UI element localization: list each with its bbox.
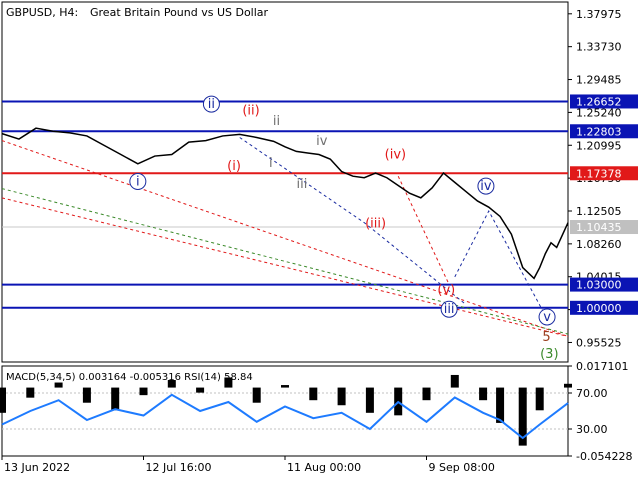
price-y-tick-label: 1.08260 xyxy=(576,238,622,251)
wave-projection-line xyxy=(239,137,467,306)
price-y-tick-label: 1.37975 xyxy=(576,8,622,21)
wave-label: (3) xyxy=(540,347,558,362)
level-price-tag xyxy=(570,94,638,109)
macd-bar xyxy=(535,387,544,411)
rsi-line xyxy=(1,393,569,440)
macd-bar xyxy=(111,387,120,411)
macd-bar xyxy=(365,387,374,413)
indicator-y-tick-label: 0.017101 xyxy=(576,360,629,373)
wave-label: ii xyxy=(273,114,280,129)
price-y-tick-label: 1.25240 xyxy=(576,106,622,119)
wave-label: iv xyxy=(316,134,328,149)
macd-bar xyxy=(309,387,318,401)
wave-label-circle xyxy=(129,172,147,190)
macd-bar xyxy=(0,387,6,413)
macd-bar xyxy=(337,387,346,406)
macd-bar xyxy=(196,387,205,393)
macd-bar xyxy=(281,385,289,388)
macd-bar xyxy=(422,387,431,401)
wave-label: i xyxy=(269,156,273,171)
x-tick-label: 12 Jul 16:00 xyxy=(146,461,212,474)
wave-label: (iii) xyxy=(365,216,386,231)
wave-label: iv xyxy=(480,179,492,194)
chart-description: Great Britain Pound vs US Dollar xyxy=(90,6,269,19)
price-y-tick-label: 1.12505 xyxy=(576,205,622,218)
macd-bar xyxy=(564,383,572,388)
macd-bar xyxy=(82,387,91,403)
price-line xyxy=(1,127,569,280)
macd-bar xyxy=(224,377,233,388)
level-price-label: 1.17378 xyxy=(576,167,622,180)
wave-label: ii xyxy=(208,97,215,112)
wave-label-circle xyxy=(202,95,220,113)
price-y-tick-label: 1.29485 xyxy=(576,74,622,87)
price-y-tick-label: 1.20995 xyxy=(576,139,622,152)
wave-projection-line xyxy=(1,140,569,337)
level-price-tag xyxy=(570,300,638,315)
level-price-tag xyxy=(570,166,638,181)
indicator-y-tick-label: -0.054228 xyxy=(576,450,632,463)
macd-bar xyxy=(496,387,505,423)
wave-label: (ii) xyxy=(242,103,259,118)
macd-bar xyxy=(139,387,148,396)
x-tick-label: 13 Jun 2022 xyxy=(4,461,70,474)
wave-label: v xyxy=(543,310,551,325)
level-price-label: 1.26652 xyxy=(576,95,622,108)
price-panel: 1.379751.337301.294851.252401.209951.167… xyxy=(1,1,638,363)
x-tick-label: 9 Sep 08:00 xyxy=(429,461,495,474)
level-price-tag xyxy=(570,124,638,139)
wave-label-circle xyxy=(440,300,458,318)
price-y-tick-label: 1.33730 xyxy=(576,41,622,54)
macd-bar xyxy=(252,387,261,403)
indicator-title: MACD(5,34,5) 0.003164 -0.005316 RSI(14) … xyxy=(6,372,253,383)
macd-bar xyxy=(167,380,176,388)
price-panel-frame xyxy=(1,1,569,363)
macd-bar xyxy=(479,387,488,401)
macd-bar xyxy=(54,382,63,388)
macd-bar xyxy=(26,387,35,398)
x-tick-label: 11 Aug 00:00 xyxy=(287,461,361,474)
macd-bar xyxy=(518,387,527,446)
price-y-tick-label: 0.95525 xyxy=(576,336,622,349)
wave-label: iii xyxy=(444,302,455,317)
wave-label: i xyxy=(136,174,140,189)
level-price-label: 1.10435 xyxy=(576,221,622,234)
level-price-tag xyxy=(570,277,638,292)
level-price-label: 1.22803 xyxy=(576,125,622,138)
indicator-panel: MACD(5,34,5) 0.003164 -0.005316 RSI(14) … xyxy=(0,360,632,463)
level-price-tag xyxy=(570,220,638,235)
level-price-label: 1.03000 xyxy=(576,279,622,292)
wave-label: iii xyxy=(297,177,308,192)
macd-bar xyxy=(450,374,459,388)
wave-label: (v) xyxy=(437,283,455,298)
wave-label: (i) xyxy=(227,159,241,174)
wave-label: 5 xyxy=(542,330,550,345)
wave-projection-line xyxy=(1,188,569,335)
wave-label: (iv) xyxy=(385,147,406,162)
indicator-y-tick-label: 30.00 xyxy=(576,423,608,436)
wave-projection-line xyxy=(1,197,569,337)
level-price-label: 1.00000 xyxy=(576,302,622,315)
indicator-y-tick-label: 70.00 xyxy=(576,387,608,400)
wave-label-circle xyxy=(538,308,556,326)
chart-symbol: GBPUSD, H4: xyxy=(6,6,78,19)
wave-label-circle xyxy=(477,177,495,195)
wave-projection-line xyxy=(397,175,450,285)
wave-projection-line xyxy=(454,209,546,316)
